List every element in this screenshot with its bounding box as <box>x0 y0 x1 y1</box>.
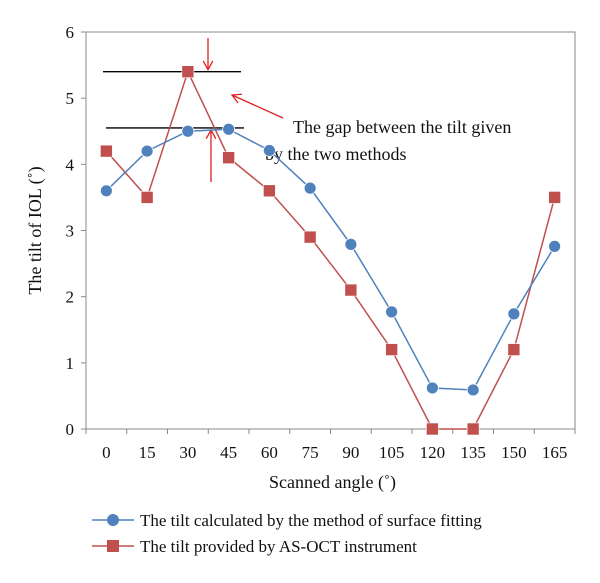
data-point <box>507 343 521 356</box>
y-tick-label: 2 <box>66 288 75 307</box>
x-tick-label: 30 <box>179 443 196 462</box>
legend-item-1: The tilt provided by AS-OCT instrument <box>92 537 417 556</box>
x-tick-label: 90 <box>342 443 359 462</box>
legend-item-0: The tilt calculated by the method of sur… <box>92 511 482 530</box>
data-point <box>344 283 358 297</box>
data-point <box>222 122 236 136</box>
data-point <box>99 184 113 198</box>
x-tick-label: 150 <box>501 443 527 462</box>
data-point <box>262 144 276 157</box>
arrow-shaft <box>231 94 284 119</box>
data-point <box>140 144 154 158</box>
x-tick-label: 0 <box>102 443 111 462</box>
data-point <box>303 181 317 195</box>
data-point <box>548 191 561 204</box>
y-tick-label: 0 <box>66 420 75 439</box>
data-point <box>385 343 398 356</box>
plot-area-border <box>85 31 576 430</box>
arrow-head <box>230 93 243 104</box>
y-tick-label: 1 <box>66 354 75 373</box>
legend-marker <box>107 514 119 526</box>
data-point <box>548 239 562 253</box>
x-tick-label: 165 <box>542 443 568 462</box>
data-point <box>303 230 317 244</box>
series-0 <box>99 122 562 397</box>
data-point <box>466 383 480 397</box>
y-tick-label: 3 <box>66 222 75 241</box>
data-point <box>426 422 439 436</box>
series-layer <box>99 65 562 436</box>
data-point <box>140 191 154 204</box>
series-line <box>105 128 556 391</box>
data-point <box>222 151 235 165</box>
data-point <box>425 381 439 395</box>
up-arrow <box>205 128 217 182</box>
pointer-arrow <box>230 93 284 119</box>
annotation-text-line1: The gap between the tilt given <box>293 117 511 137</box>
y-tick-label: 4 <box>66 155 75 174</box>
legend: The tilt calculated by the method of sur… <box>92 511 482 556</box>
x-tick-label: 45 <box>220 443 237 462</box>
down-arrow <box>202 38 214 72</box>
legend-label: The tilt calculated by the method of sur… <box>140 511 482 530</box>
series-line <box>105 69 556 430</box>
x-tick-label: 120 <box>420 443 446 462</box>
y-tick-label: 6 <box>66 23 75 42</box>
x-tick-label: 60 <box>261 443 278 462</box>
series-1 <box>100 65 561 436</box>
x-tick-label: 75 <box>302 443 319 462</box>
data-point <box>507 307 521 321</box>
data-point <box>466 422 480 436</box>
x-tick-label: 135 <box>460 443 486 462</box>
legend-marker <box>107 540 119 552</box>
y-axis-title: The tilt of IOL (˚) <box>25 166 46 294</box>
x-tick-label: 15 <box>139 443 156 462</box>
data-point <box>385 305 399 319</box>
data-point <box>100 144 113 158</box>
data-point <box>344 237 358 251</box>
data-point <box>181 65 195 78</box>
x-axis-title: Scanned angle (˚) <box>269 472 396 493</box>
legend-label: The tilt provided by AS-OCT instrument <box>140 537 417 556</box>
data-point <box>263 184 276 198</box>
annotation-text-line2: by the two methods <box>265 144 407 164</box>
x-tick-label: 105 <box>379 443 405 462</box>
gap-annotation: The gap between the tilt given by the two… <box>103 38 511 182</box>
data-point <box>181 124 195 138</box>
arrow-head <box>202 60 214 72</box>
y-tick-label: 5 <box>66 89 75 108</box>
